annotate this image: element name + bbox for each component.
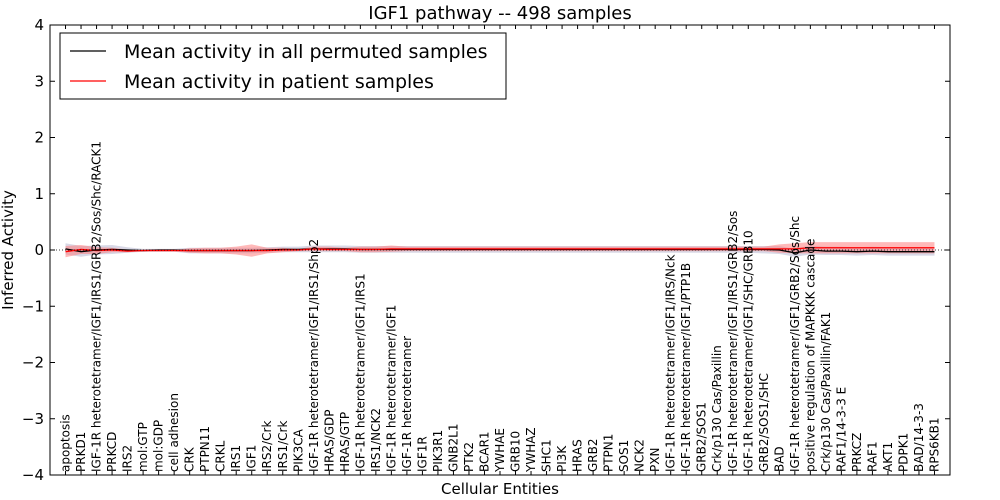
legend-box <box>59 32 507 100</box>
legend: Mean activity in all permuted samples Mea… <box>59 32 507 100</box>
x-category-label: PRKCD <box>105 432 119 472</box>
x-category-label: BCAR1 <box>477 431 491 472</box>
x-category-label: PIK3R1 <box>431 430 445 472</box>
x-category-label: BAD <box>772 446 786 472</box>
x-category-label: GRB2/SOS1/SHC <box>757 373 771 472</box>
x-category-label: HRAS <box>571 439 585 472</box>
y-tick-label: 1 <box>34 185 44 203</box>
x-category-label: IGF-1R heterotetramer <box>400 336 414 472</box>
x-category-label: CRKL <box>214 440 228 472</box>
y-tick-label: −4 <box>22 466 44 484</box>
x-category-label: PXN <box>648 448 662 472</box>
x-category-label: IGF-1R heterotetramer/IGF1/IRS1/GRB2/Sos <box>726 211 740 472</box>
x-category-label: IRS2/Crk <box>260 421 274 472</box>
y-tick-label: −3 <box>22 410 44 428</box>
x-category-label: PRKCZ <box>850 433 864 472</box>
x-category-label: HRAS/GDP <box>322 409 336 472</box>
x-category-label: PTPN1 <box>602 434 616 472</box>
y-axis-title: Inferred Activity <box>0 190 17 310</box>
x-axis-title: Cellular Entities <box>441 480 559 498</box>
y-tick-label: 2 <box>34 129 44 147</box>
x-category-label: RPS6KB1 <box>927 417 941 472</box>
text-layer: IGF1 pathway -- 498 samples Cellular Ent… <box>0 3 632 498</box>
x-category-label: RAF1 <box>865 441 879 472</box>
x-category-label: IGF-1R heterotetramer/IGF1/IRS1/GRB2/Sos… <box>90 141 104 472</box>
x-category-label: IGF-1R heterotetramer/IGF1/IRS/Nck <box>664 254 678 472</box>
x-category-label: YWHAZ <box>524 427 538 473</box>
chart-title: IGF1 pathway -- 498 samples <box>368 3 631 24</box>
x-category-label: GRB2 <box>586 438 600 472</box>
x-category-label: PTK2 <box>462 442 476 472</box>
x-category-label: Crk/p130 Cas/Paxillin/FAK1 <box>819 312 833 472</box>
x-category-label: mol:GTP <box>136 422 150 472</box>
y-tick-label: 3 <box>34 72 44 90</box>
y-tick-label: 4 <box>34 16 44 34</box>
x-category-label: IGF-1R heterotetramer/IGF1/PTP1B <box>679 263 693 472</box>
y-tick-label: 0 <box>34 241 44 259</box>
x-category-label: IRS1/Crk <box>276 421 290 472</box>
x-category-label: IGF-1R heterotetramer/IGF1/GRB2/Sos/Shc <box>788 216 802 472</box>
x-category-label: RAF1/14-3-3 E <box>834 387 848 472</box>
x-category-label: AKT1 <box>881 442 895 472</box>
x-category-label: GRB2/SOS1 <box>695 402 709 472</box>
x-category-label: IRS1 <box>229 445 243 472</box>
x-category-label: PDPK1 <box>896 433 910 472</box>
x-category-label: IGF-1R heterotetramer/IGF1/IRS1 <box>353 273 367 472</box>
x-category-label: IGF1R <box>415 436 429 472</box>
line-series-2 <box>65 247 935 253</box>
x-category-label: SHC1 <box>540 439 554 472</box>
y-tick-label: −1 <box>22 297 44 315</box>
x-category-label: PRKD1 <box>74 432 88 472</box>
x-category-label: IGF-1R heterotetramer/IGF1 <box>384 305 398 472</box>
x-category-label: PIK3CA <box>291 428 305 472</box>
x-category-label: NCK2 <box>633 439 647 472</box>
y-tick-label: −2 <box>22 354 44 372</box>
x-category-label: IGF-1R heterotetramer/IGF1/SHC/GRB10 <box>741 230 755 472</box>
x-category-label: Crk/p130 Cas/Paxillin <box>710 345 724 472</box>
x-category-label: IGF-1R heterotetramer/IGF1/IRS1/Shp2 <box>307 239 321 472</box>
x-category-label: GNB2L1 <box>446 424 460 472</box>
x-category-label: BAD/14-3-3 <box>912 403 926 472</box>
x-category-label: apoptosis <box>59 414 73 472</box>
x-category-label: IRS1/NCK2 <box>369 408 383 472</box>
x-category-label: IRS2 <box>121 445 135 472</box>
x-category-label: SOS1 <box>617 440 631 472</box>
x-category-label: CRK <box>183 446 197 472</box>
x-category-label: PI3K <box>555 445 569 472</box>
legend-label-1: Mean activity in all permuted samples <box>124 41 487 63</box>
x-category-label: mol:GDP <box>152 420 166 472</box>
x-category-label: HRAS/GTP <box>338 412 352 472</box>
x-category-label: GRB10 <box>509 431 523 472</box>
x-category-label: YWHAE <box>493 428 507 473</box>
plot-area <box>50 242 950 258</box>
legend-label-2: Mean activity in patient samples <box>124 71 434 93</box>
x-category-label: cell adhesion <box>167 393 181 472</box>
x-category-label: IGF1 <box>245 445 259 472</box>
x-category-label: positive regulation of MAPKKK cascade <box>803 239 817 472</box>
x-category-label: PTPN11 <box>198 426 212 472</box>
